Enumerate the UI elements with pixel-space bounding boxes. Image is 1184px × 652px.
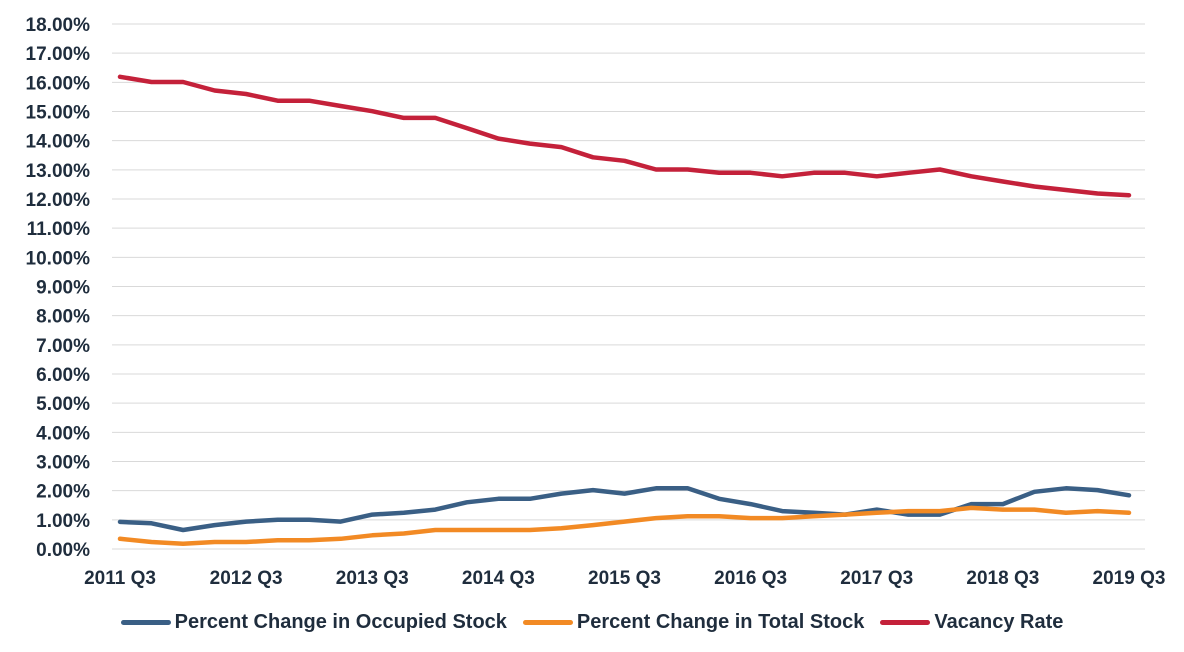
- legend: Percent Change in Occupied Stock Percent …: [0, 604, 1184, 640]
- x-axis-tick-labels: 2011 Q3 2012 Q3 2013 Q3 2014 Q3 2015 Q3 2016 …: [84, 568, 1165, 589]
- y-tick-label: 13.00%: [26, 161, 91, 182]
- legend-label: Percent Change in Occupied Stock: [174, 610, 507, 633]
- legend-swatch: [880, 619, 931, 625]
- y-tick-label: 2.00%: [36, 482, 90, 503]
- legend-item-1: Percent Change in Occupied Stock: [120, 610, 507, 634]
- y-tick-label: 6.00%: [36, 365, 90, 386]
- y-tick-label: 4.00%: [36, 423, 90, 444]
- series-line-3: [117, 74, 1132, 198]
- y-tick-label: 3.00%: [36, 453, 90, 474]
- x-tick-label: 2013 Q3: [336, 568, 409, 589]
- series-line-2: [117, 505, 1132, 547]
- y-tick-label: 11.00%: [27, 219, 90, 240]
- y-tick-label: 8.00%: [36, 307, 90, 328]
- y-tick-label: 16.00%: [26, 73, 91, 94]
- legend-label: Percent Change in Total Stock: [576, 610, 865, 633]
- gridlines: [112, 23, 1145, 550]
- y-tick-label: 1.00%: [36, 511, 90, 532]
- y-tick-label: 9.00%: [36, 278, 90, 299]
- x-tick-label: 2012 Q3: [210, 568, 283, 589]
- x-tick-label: 2011 Q3: [84, 568, 156, 589]
- legend-item-3: Vacancy Rate: [880, 611, 1063, 634]
- series-lines: [117, 74, 1132, 547]
- y-tick-label: 12.00%: [26, 190, 91, 211]
- x-tick-label: 2017 Q3: [840, 568, 913, 589]
- x-tick-label: 2015 Q3: [588, 568, 661, 589]
- legend-swatch: [120, 619, 171, 625]
- y-tick-label: 14.00%: [26, 132, 91, 153]
- y-axis-tick-labels: 0.00% 1.00% 2.00% 3.00% 4.00% 5.00% 6.00% 7.00%…: [26, 15, 91, 561]
- y-tick-label: 17.00%: [26, 44, 91, 65]
- y-tick-label: 5.00%: [36, 394, 90, 415]
- legend-item-2: Percent Change in Total Stock: [522, 610, 865, 634]
- x-tick-label: 2014 Q3: [462, 568, 535, 589]
- x-tick-label: 2019 Q3: [1093, 568, 1166, 589]
- x-tick-label: 2018 Q3: [966, 568, 1039, 589]
- y-tick-label: 10.00%: [26, 248, 91, 269]
- legend-label: Vacancy Rate: [934, 610, 1064, 633]
- y-tick-label: 18.00%: [26, 15, 91, 36]
- y-tick-label: 7.00%: [36, 336, 90, 357]
- legend-swatch: [522, 619, 573, 625]
- line-chart: 0.00% 1.00% 2.00% 3.00% 4.00% 5.00% 6.00% 7.00%…: [26, 15, 1166, 589]
- x-tick-label: 2016 Q3: [714, 568, 787, 589]
- y-tick-label: 15.00%: [26, 103, 91, 124]
- y-tick-label: 0.00%: [36, 540, 90, 561]
